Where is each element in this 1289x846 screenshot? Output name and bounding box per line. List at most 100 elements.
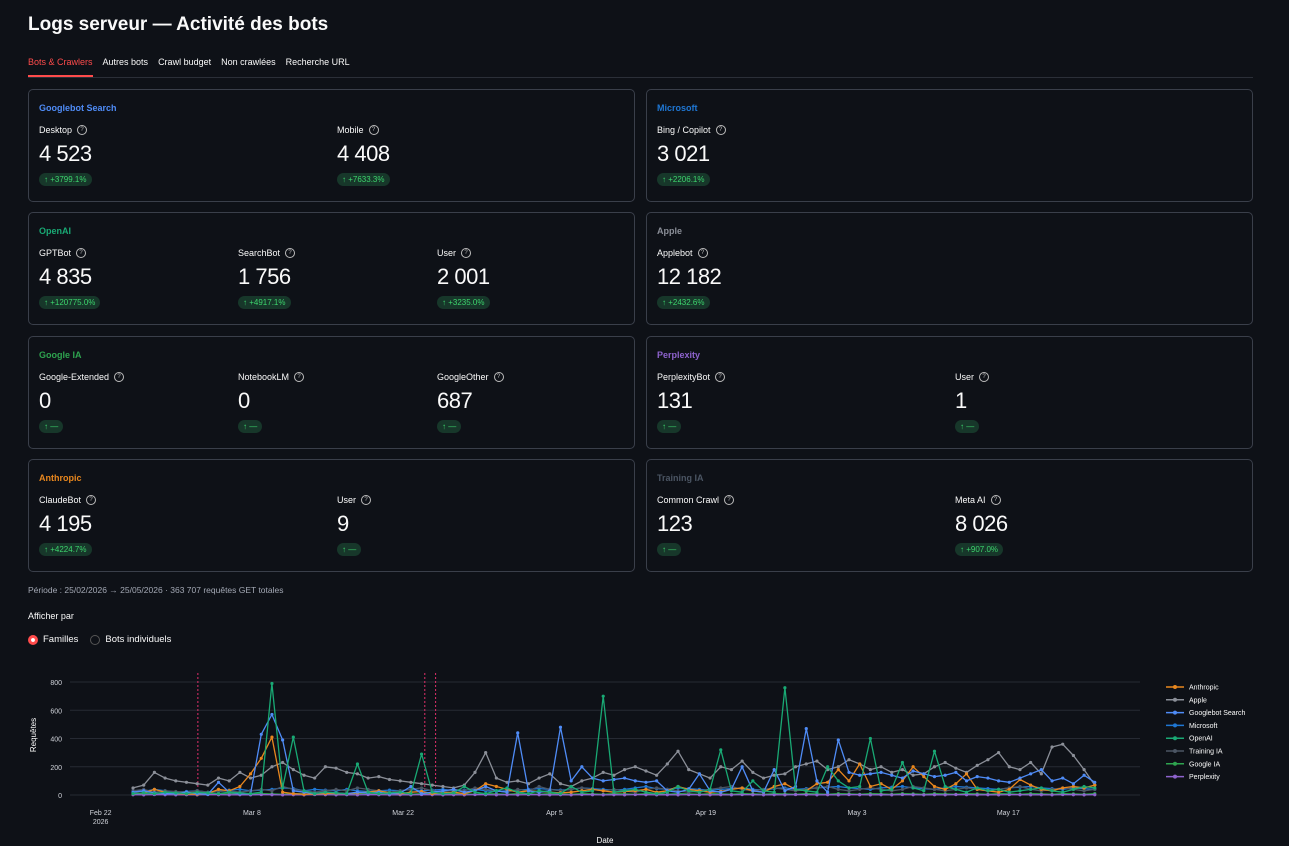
metric-label-row: User?	[437, 248, 490, 258]
data-point	[441, 791, 445, 796]
data-point	[655, 779, 659, 783]
help-circle-icon[interactable]: ?	[76, 248, 87, 258]
data-point	[836, 738, 840, 742]
data-point	[655, 791, 659, 796]
data-point	[259, 773, 263, 777]
data-point	[836, 765, 840, 769]
data-point	[932, 793, 937, 797]
metric-label: ClaudeBot	[39, 495, 82, 505]
data-point	[516, 790, 520, 794]
metric-delta: ↑ —	[437, 420, 462, 433]
data-point	[826, 780, 830, 784]
y-tick-label: 0	[58, 793, 62, 800]
help-circle-icon[interactable]: ?	[361, 495, 372, 505]
data-point	[291, 791, 295, 796]
data-point	[377, 791, 381, 796]
help-circle-icon[interactable]: ?	[724, 495, 735, 505]
data-point	[387, 791, 392, 795]
data-point	[932, 749, 937, 753]
help-circle-icon[interactable]: ?	[990, 495, 1001, 505]
data-point	[1061, 786, 1065, 790]
data-point	[1018, 776, 1022, 780]
legend-marker	[1173, 761, 1177, 766]
data-point	[954, 787, 958, 791]
help-circle-icon[interactable]: ?	[285, 248, 296, 258]
radio-bots-individuels-dot[interactable]	[90, 634, 101, 645]
help-circle-icon[interactable]: ?	[114, 372, 125, 382]
series-line-googlebot-search	[132, 713, 1096, 795]
data-point	[815, 793, 819, 797]
help-circle-icon[interactable]: ?	[979, 372, 990, 382]
y-tick-label: 800	[50, 680, 62, 687]
data-point	[975, 793, 979, 797]
help-circle-icon[interactable]: ?	[715, 372, 726, 382]
data-point	[932, 784, 937, 789]
data-point	[601, 789, 605, 793]
data-point	[1007, 780, 1011, 784]
card-googlebot: Googlebot Search Desktop? 4 523 ↑ +3799.1% M…	[28, 89, 635, 202]
data-point	[398, 790, 402, 794]
data-point	[879, 765, 883, 769]
data-point	[836, 779, 840, 783]
help-circle-icon[interactable]: ?	[294, 372, 305, 382]
data-point	[580, 790, 584, 794]
data-point	[858, 762, 862, 766]
data-point	[569, 784, 573, 789]
help-circle-icon[interactable]: ?	[368, 125, 379, 135]
data-point	[1071, 784, 1076, 789]
data-point	[665, 762, 669, 766]
help-circle-icon[interactable]: ?	[77, 125, 88, 135]
data-point	[922, 793, 926, 797]
data-point	[815, 779, 819, 783]
data-point	[291, 789, 295, 793]
data-point	[826, 790, 830, 794]
data-point	[323, 790, 327, 794]
metric-label-row: Common Crawl?	[657, 495, 735, 505]
metric: SearchBot? 1 756 ↑ +4917.1%	[238, 248, 296, 310]
data-point	[622, 793, 627, 797]
tab-recherche-url[interactable]: Recherche URL	[285, 57, 350, 67]
data-point	[954, 784, 958, 789]
tab-non-crawlees[interactable]: Non crawlées	[221, 57, 276, 67]
card-apple: Apple Applebot? 12 182 ↑ +2432.6%	[646, 212, 1253, 325]
radio-bots-individuels[interactable]: Bots individuels	[90, 634, 171, 645]
data-point	[644, 790, 648, 794]
data-point	[174, 779, 178, 783]
tab-bots-crawlers[interactable]: Bots & Crawlers	[28, 57, 93, 77]
help-circle-icon[interactable]: ?	[493, 372, 504, 382]
help-circle-icon[interactable]: ?	[715, 125, 726, 135]
metric-delta: ↑ +4224.7%	[39, 543, 92, 556]
radio-familles-dot[interactable]	[28, 634, 38, 645]
data-point	[569, 779, 573, 783]
card-anthropic: Anthropic ClaudeBot? 4 195 ↑ +4224.7% User? 9…	[28, 459, 635, 572]
data-point	[355, 762, 360, 766]
metric-delta: ↑ —	[955, 420, 980, 433]
card-title: Google IA	[39, 350, 82, 360]
data-point	[622, 767, 627, 772]
data-point	[526, 789, 531, 793]
data-point	[687, 792, 691, 797]
help-circle-icon[interactable]: ?	[697, 248, 708, 258]
help-circle-icon[interactable]: ?	[86, 495, 97, 505]
metric-value: 123	[657, 511, 693, 536]
legend-label: Training IA	[1189, 749, 1223, 756]
help-circle-icon[interactable]: ?	[461, 248, 472, 258]
data-point	[1082, 784, 1086, 789]
data-point	[975, 775, 979, 779]
data-point	[569, 793, 573, 797]
data-point	[1029, 772, 1033, 776]
metric-label-row: Google-Extended?	[39, 372, 125, 382]
data-point	[964, 786, 969, 790]
data-point	[184, 780, 189, 784]
radio-familles[interactable]: Familles	[28, 634, 78, 645]
data-point	[537, 776, 541, 780]
data-point	[858, 793, 862, 797]
metric-delta-value: +4917.1%	[249, 298, 286, 307]
tab-autres-bots[interactable]: Autres bots	[102, 57, 149, 67]
data-point	[847, 789, 851, 793]
data-point	[633, 765, 637, 769]
metric-label-row: Meta AI?	[955, 495, 1008, 505]
metric-value: 4 408	[337, 141, 390, 166]
tab-crawl-budget[interactable]: Crawl budget	[158, 57, 212, 67]
data-point	[708, 776, 712, 780]
